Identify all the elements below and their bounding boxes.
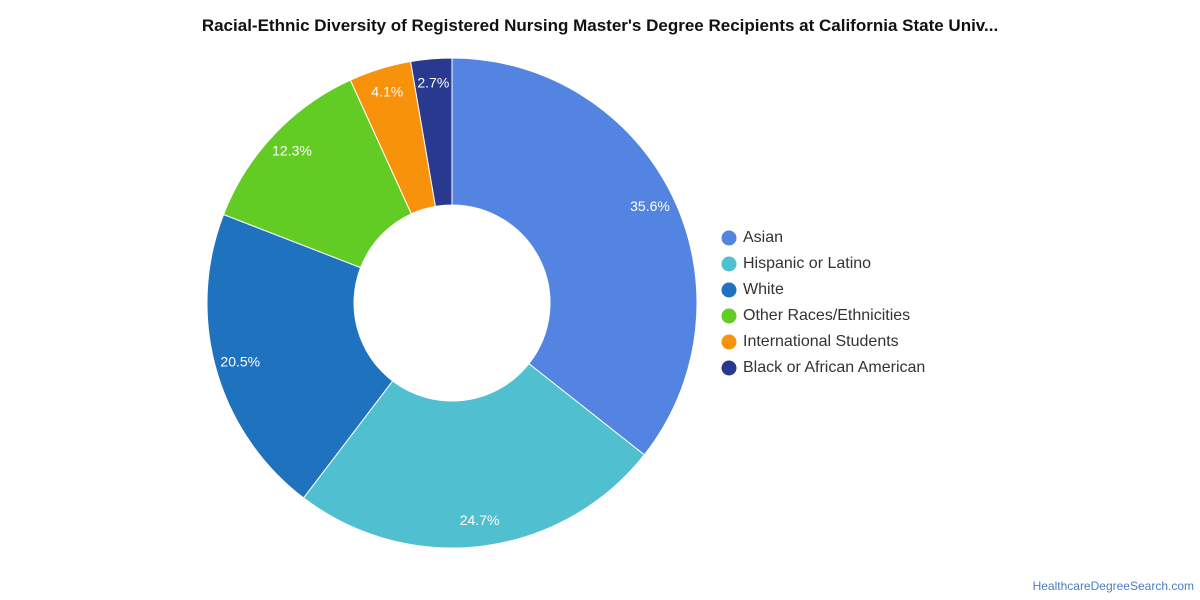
legend: Asian Hispanic or Latino White Other Races/… xyxy=(722,229,926,376)
legend-swatch xyxy=(722,257,737,272)
legend-swatch xyxy=(722,361,737,376)
legend-swatch xyxy=(722,309,737,324)
legend-swatch xyxy=(722,283,737,298)
legend-item-international-students[interactable]: International Students xyxy=(722,333,899,350)
legend-swatch xyxy=(722,335,737,350)
legend-label: Black or African American xyxy=(743,359,925,376)
legend-item-other-races-ethnicities[interactable]: Other Races/Ethnicities xyxy=(722,307,911,324)
slice-label-asian: 35.6% xyxy=(630,198,670,214)
legend-label: International Students xyxy=(743,333,899,350)
slice-label-black-or-african-american: 2.7% xyxy=(417,74,449,90)
slice-label-international-students: 4.1% xyxy=(371,83,403,99)
slices-layer xyxy=(207,58,697,548)
legend-item-white[interactable]: White xyxy=(722,281,785,298)
legend-label: Hispanic or Latino xyxy=(743,255,871,272)
legend-swatch xyxy=(722,231,737,246)
slice-label-white: 20.5% xyxy=(220,353,260,369)
legend-label: Other Races/Ethnicities xyxy=(743,307,910,324)
slice-label-other-races-ethnicities: 12.3% xyxy=(272,143,312,159)
legend-label: Asian xyxy=(743,229,783,246)
legend-label: White xyxy=(743,281,784,298)
legend-item-asian[interactable]: Asian xyxy=(722,229,784,246)
source-link[interactable]: HealthcareDegreeSearch.com xyxy=(1033,579,1194,593)
legend-item-black-or-african-american[interactable]: Black or African American xyxy=(722,359,926,376)
legend-item-hispanic-or-latino[interactable]: Hispanic or Latino xyxy=(722,255,872,272)
slice-label-hispanic-or-latino: 24.7% xyxy=(460,512,500,528)
